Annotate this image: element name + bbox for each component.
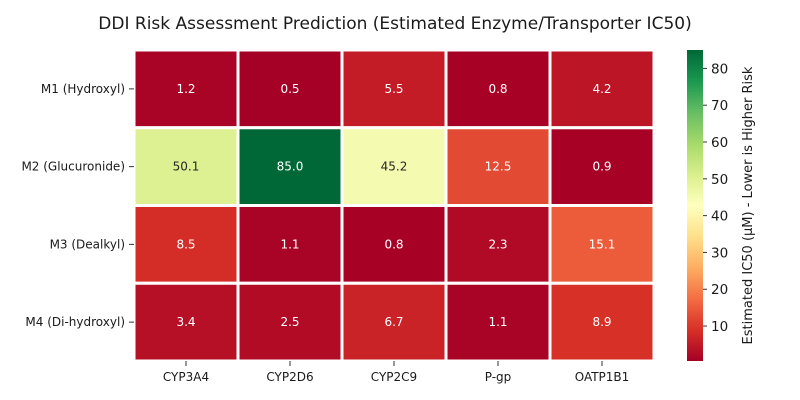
heatmap-cells: 1.2 0.5 5.5 0.8 4.2 50.1 85.0 45.2 12.5 0.9 8.5 1.1…	[132, 48, 656, 363]
colorbar	[687, 50, 703, 361]
chart-title: DDI Risk Assessment Prediction (Estimate…	[98, 14, 691, 34]
cell-value-label: 0.5	[280, 82, 299, 96]
colorbar-tick-label: 60	[711, 135, 728, 151]
cell-value-label: 1.1	[280, 237, 299, 251]
colorbar-label: Estimated IC50 (μM) - Lower is Higher Ri…	[741, 66, 756, 344]
column-label: CYP2C9	[371, 370, 417, 384]
cell-value-label: 0.8	[384, 237, 403, 251]
colorbar-tick-label: 10	[711, 319, 728, 335]
column-label: P-gp	[485, 370, 512, 384]
cell-value-label: 0.9	[592, 160, 611, 174]
cell-value-label: 1.2	[176, 82, 195, 96]
colorbar-tick-label: 20	[711, 282, 728, 298]
heatmap-cell	[236, 281, 344, 363]
colorbar-tick-label: 50	[711, 172, 728, 188]
row-label: M1 (Hydroxyl)	[41, 82, 125, 96]
row-label: M4 (Di-hydroxyl)	[25, 315, 125, 329]
cell-value-label: 8.9	[592, 315, 611, 329]
cell-value-label: 45.2	[381, 160, 408, 174]
column-label: CYP2D6	[266, 370, 313, 384]
heatmap-cell	[444, 281, 552, 363]
cell-value-label: 85.0	[277, 160, 304, 174]
heatmap-cell	[236, 204, 344, 285]
heatmap-cell	[340, 126, 448, 207]
cell-value-label: 5.5	[384, 82, 403, 96]
cell-value-label: 12.5	[485, 160, 512, 174]
colorbar-tick-label: 30	[711, 245, 728, 261]
cell-value-label: 2.3	[488, 237, 507, 251]
row-label: M3 (Dealkyl)	[50, 237, 125, 251]
cell-value-label: 3.4	[176, 315, 195, 329]
column-label: CYP3A4	[163, 370, 209, 384]
colorbar-tick-label: 80	[711, 61, 728, 77]
cell-value-label: 4.2	[592, 82, 611, 96]
heatmap-cell	[444, 204, 552, 285]
heatmap-cell	[548, 126, 656, 207]
cell-value-label: 1.1	[488, 315, 507, 329]
cell-value-label: 15.1	[589, 237, 616, 251]
column-label: OATP1B1	[575, 370, 630, 384]
column-labels: CYP3A4 CYP2D6 CYP2C9 P-gp OATP1B1	[163, 361, 629, 384]
colorbar-ticks: 10 20 30 40 50 60 70 80	[703, 61, 728, 335]
cell-value-label: 50.1	[173, 160, 200, 174]
row-label: M2 (Glucuronide)	[21, 160, 125, 174]
cell-value-label: 8.5	[176, 237, 195, 251]
colorbar-tick-label: 40	[711, 209, 728, 225]
heatmap-cell	[548, 281, 656, 363]
row-labels: M1 (Hydroxyl) M2 (Glucuronide) M3 (Dealkyl…	[21, 82, 134, 329]
cell-value-label: 2.5	[280, 315, 299, 329]
colorbar-tick-label: 70	[711, 98, 728, 114]
cell-value-label: 0.8	[488, 82, 507, 96]
cell-value-label: 6.7	[384, 315, 403, 329]
